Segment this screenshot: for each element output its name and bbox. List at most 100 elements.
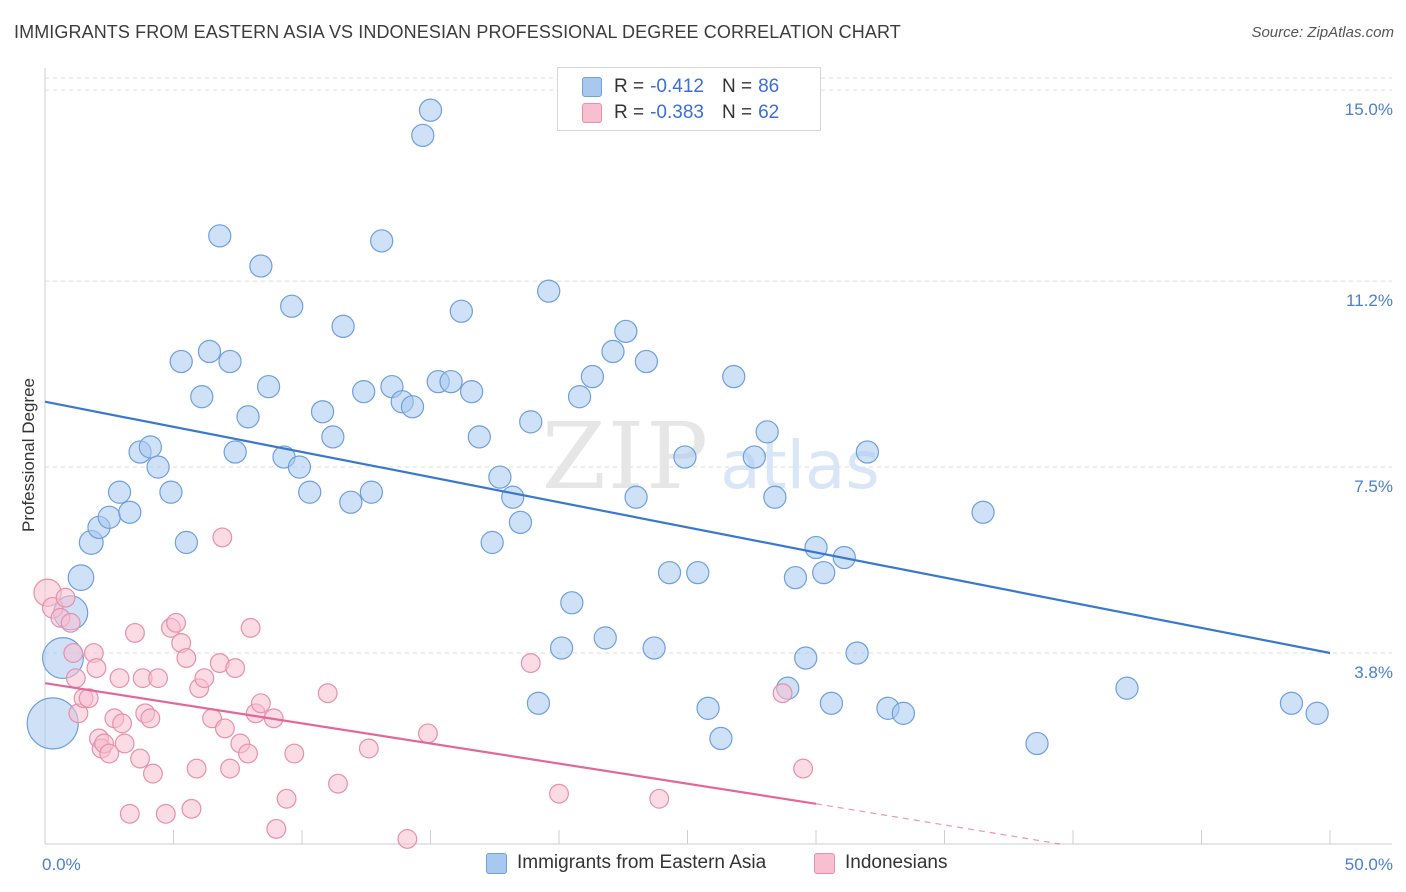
point-eastern-asia xyxy=(855,440,880,464)
legend-swatch-eastern-asia xyxy=(582,77,602,97)
y-axis-label: Professional Degree xyxy=(19,378,38,532)
watermark: ZIP atlas xyxy=(542,403,880,510)
y-tick-label: 7.5% xyxy=(1354,477,1393,496)
x-tick-label: 0.0% xyxy=(42,855,81,874)
point-eastern-asia xyxy=(763,485,787,509)
point-eastern-asia xyxy=(673,445,697,469)
point-eastern-asia xyxy=(519,410,543,434)
point-eastern-asia xyxy=(642,636,666,660)
point-eastern-asia xyxy=(526,691,551,715)
point-indonesians xyxy=(225,658,246,679)
y-tick-label: 11.2% xyxy=(1346,291,1393,310)
point-eastern-asia xyxy=(249,254,273,278)
legend-row-eastern-asia: R = -0.412 N = 86 xyxy=(582,74,779,100)
point-eastern-asia xyxy=(223,440,247,464)
point-indonesians xyxy=(238,743,258,764)
point-indonesians xyxy=(166,612,187,633)
point-eastern-asia xyxy=(845,641,869,665)
point-indonesians xyxy=(176,648,197,668)
trend-line-eastern-asia xyxy=(44,400,1331,655)
point-indonesians xyxy=(328,773,348,794)
data-points xyxy=(26,98,1329,849)
point-eastern-asia xyxy=(411,123,435,147)
point-indonesians xyxy=(284,743,305,764)
point-eastern-asia xyxy=(400,395,425,419)
point-indonesians xyxy=(60,612,81,633)
point-eastern-asia xyxy=(508,510,533,534)
point-indonesians xyxy=(86,658,107,679)
legend-n-label: N = xyxy=(721,76,753,97)
legend-n-value: 62 xyxy=(758,102,780,123)
point-eastern-asia xyxy=(696,696,720,720)
point-eastern-asia xyxy=(624,485,648,509)
trend-lines xyxy=(44,400,1331,845)
correlation-legend: R = -0.412 N = 86 R = -0.383 N = 62 xyxy=(557,67,821,131)
point-indonesians xyxy=(772,683,793,704)
point-eastern-asia xyxy=(280,294,304,318)
y-tick-label: 15.0% xyxy=(1345,100,1393,119)
y-tick-label: 3.8% xyxy=(1354,663,1393,682)
point-indonesians xyxy=(549,783,569,804)
watermark-atlas: atlas xyxy=(720,427,880,504)
point-eastern-asia xyxy=(118,500,142,524)
point-eastern-asia xyxy=(812,560,836,585)
point-eastern-asia xyxy=(467,425,491,449)
point-eastern-asia xyxy=(634,349,659,374)
point-indonesians xyxy=(148,668,169,689)
legend-n-label: N = xyxy=(721,102,753,123)
legend-n-value: 86 xyxy=(758,76,780,97)
point-eastern-asia xyxy=(331,314,355,338)
point-indonesians xyxy=(65,668,86,689)
point-indonesians xyxy=(276,788,297,809)
legend-swatch-eastern-asia xyxy=(486,852,507,874)
point-indonesians xyxy=(63,643,84,663)
legend-item-indonesians: Indonesians xyxy=(814,852,947,874)
point-eastern-asia xyxy=(218,349,242,374)
point-indonesians xyxy=(397,829,418,849)
series-legend: Immigrants from Eastern Asia Indonesians xyxy=(0,852,1406,878)
point-eastern-asia xyxy=(236,405,260,429)
point-indonesians xyxy=(186,758,207,779)
point-eastern-asia xyxy=(352,380,376,404)
chart-title: IMMIGRANTS FROM EASTERN ASIA VS INDONESI… xyxy=(14,22,901,42)
point-eastern-asia xyxy=(1025,731,1049,756)
point-eastern-asia xyxy=(138,435,163,459)
point-eastern-asia xyxy=(208,224,232,248)
point-indonesians xyxy=(649,788,670,809)
point-indonesians xyxy=(109,668,130,689)
point-eastern-asia xyxy=(722,364,746,389)
point-eastern-asia xyxy=(537,279,561,303)
point-eastern-asia xyxy=(794,646,818,670)
tick-labels: 3.8% 7.5% 11.2% 15.0% 0.0% 50.0% xyxy=(42,100,1393,874)
point-indonesians xyxy=(194,668,215,689)
point-eastern-asia xyxy=(107,480,132,504)
point-eastern-asia xyxy=(614,319,638,344)
legend-r-value: -0.412 xyxy=(650,76,704,97)
point-indonesians xyxy=(266,818,287,839)
point-eastern-asia xyxy=(783,565,808,590)
trend-line-indonesians-extension xyxy=(815,803,1061,845)
point-eastern-asia xyxy=(359,480,384,504)
legend-r-label: R = xyxy=(614,102,645,123)
point-indonesians xyxy=(112,713,133,734)
point-eastern-asia xyxy=(709,726,733,751)
point-eastern-asia xyxy=(891,701,916,725)
point-indonesians xyxy=(220,758,240,779)
point-eastern-asia xyxy=(501,485,525,509)
chart-source: Source: ZipAtlas.com xyxy=(1251,24,1394,41)
point-eastern-asia xyxy=(298,480,322,504)
legend-r-label: R = xyxy=(614,76,645,97)
point-eastern-asia xyxy=(439,369,463,394)
point-eastern-asia xyxy=(459,380,484,404)
point-eastern-asia xyxy=(197,339,222,364)
legend-item-eastern-asia: Immigrants from Eastern Asia xyxy=(486,852,766,874)
point-eastern-asia xyxy=(657,560,682,585)
point-indonesians xyxy=(130,748,151,769)
point-indonesians xyxy=(214,718,235,739)
point-indonesians xyxy=(124,622,145,643)
point-eastern-asia xyxy=(686,560,710,585)
point-eastern-asia xyxy=(755,420,779,444)
point-eastern-asia xyxy=(26,697,79,750)
point-eastern-asia xyxy=(321,425,345,449)
